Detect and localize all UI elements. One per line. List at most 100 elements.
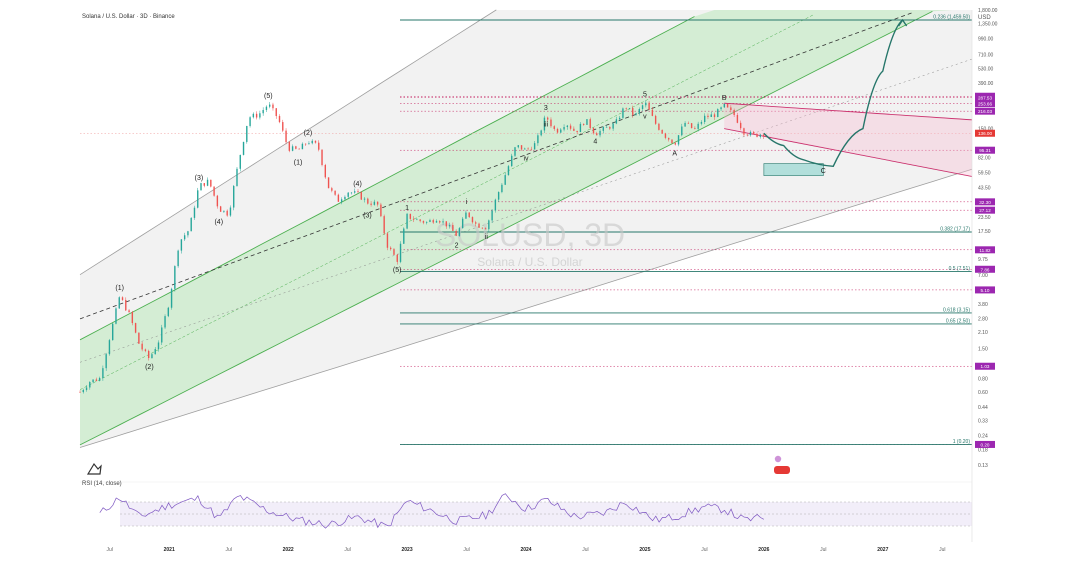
time-tick: 2025: [639, 547, 650, 553]
candle: [540, 130, 542, 136]
price-tick: 82.00: [978, 155, 991, 161]
dashed-trend-line: [79, 12, 913, 320]
price-tag-label: 136.00: [978, 131, 992, 136]
projection-path: [763, 19, 904, 168]
green-channel-bottom: [79, 10, 933, 446]
candle: [164, 316, 166, 328]
candle: [246, 125, 248, 142]
candle: [180, 239, 183, 251]
price-tag: [975, 198, 995, 206]
price-tick: 3.80: [978, 302, 988, 308]
candle: [733, 110, 735, 116]
time-tick: Jul: [820, 547, 826, 553]
levels-layer: 0.236 (1,459.50) 0.382 (17.17) 0.5 (7.51) 0…: [80, 15, 973, 445]
candle: [233, 185, 235, 208]
earnings-icon[interactable]: [774, 466, 790, 474]
time-tick: 2021: [164, 547, 175, 553]
candle: [92, 379, 94, 382]
price-tag: [975, 100, 995, 108]
projection-arrow-icon: [898, 18, 908, 27]
candle: [262, 109, 264, 114]
candle: [216, 195, 219, 207]
candle: [170, 288, 173, 308]
candle: [491, 210, 493, 221]
price-tick: 23.50: [978, 215, 991, 221]
candle: [425, 221, 428, 223]
price-tag-label: 1.03: [981, 364, 990, 369]
candle: [151, 354, 153, 359]
price-tick: 2.80: [978, 317, 988, 323]
wave-label: iii: [543, 122, 548, 129]
candle: [497, 192, 500, 200]
outer-channel-fill: [80, 10, 972, 448]
candle: [478, 223, 480, 228]
candle: [533, 143, 536, 150]
candle: [419, 219, 421, 222]
candle: [350, 192, 353, 194]
fib-label: 0.65 (2.50): [946, 318, 971, 324]
candle: [125, 299, 127, 311]
candle: [674, 143, 676, 145]
candle: [390, 247, 392, 250]
candle: [242, 141, 245, 155]
candle: [563, 127, 565, 130]
candle: [514, 147, 516, 156]
candle: [239, 154, 241, 169]
price-tag: [975, 206, 995, 214]
candle: [566, 125, 569, 128]
candle: [635, 113, 637, 115]
candle: [596, 133, 598, 136]
fib-label: 1 (0.20): [953, 439, 971, 445]
candle: [573, 128, 575, 131]
candle: [579, 123, 582, 133]
candle: [118, 297, 120, 309]
candle: [138, 332, 140, 344]
candle: [219, 206, 222, 212]
price-tick: 59.50: [978, 171, 991, 177]
candle: [82, 390, 84, 393]
candle: [762, 134, 765, 137]
price-tag-label: 95.31: [979, 148, 991, 153]
candle: [612, 123, 614, 129]
candle: [412, 218, 415, 220]
candle: [236, 168, 238, 186]
candle: [141, 343, 143, 350]
price-tag-label: 7.86: [981, 267, 990, 272]
price-tick: 390.00: [978, 81, 994, 87]
rsi-pane[interactable]: 80.0060.0040.0020.00: [80, 481, 991, 536]
time-tick: 2026: [758, 547, 769, 553]
candle: [203, 183, 205, 186]
candle: [576, 130, 578, 133]
candle: [602, 127, 605, 131]
candle: [131, 312, 134, 324]
candle: [452, 225, 454, 231]
green-channel-top: [79, 16, 695, 341]
rsi-title: RSI (14, close): [82, 481, 122, 487]
candle: [488, 220, 490, 230]
candle: [664, 133, 667, 138]
target-zone: [763, 163, 824, 176]
candle: [723, 103, 726, 108]
fib-label: 0.5 (7.51): [949, 266, 971, 272]
candle: [200, 183, 202, 191]
candle: [167, 307, 170, 317]
candle: [694, 128, 696, 129]
candle: [494, 199, 497, 211]
candle: [112, 323, 114, 341]
candle: [658, 123, 660, 130]
candle: [461, 218, 464, 229]
candle: [367, 198, 369, 204]
event-icons[interactable]: [774, 455, 790, 474]
wave-label: (1): [115, 285, 124, 292]
candle: [223, 210, 225, 212]
candle: [448, 225, 451, 227]
candle: [213, 186, 215, 196]
candle: [128, 310, 130, 313]
dividend-icon[interactable]: [774, 455, 782, 463]
candle: [605, 127, 608, 128]
candle: [668, 137, 670, 140]
candle: [475, 222, 477, 224]
candle: [615, 119, 618, 124]
candle: [455, 230, 457, 236]
